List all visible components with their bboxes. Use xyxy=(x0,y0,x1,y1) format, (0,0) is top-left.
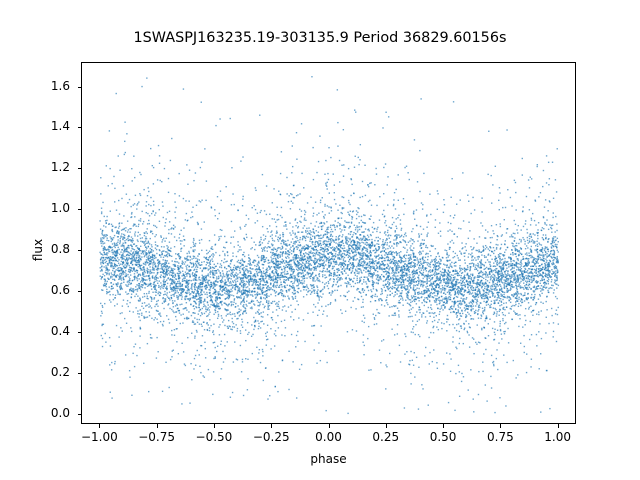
y-tick-mark xyxy=(77,413,81,415)
x-tick-mark xyxy=(557,424,559,428)
scatter-plot-canvas xyxy=(81,62,576,424)
y-tick-label: 1.4 xyxy=(50,119,70,134)
y-tick-label: 0.6 xyxy=(50,283,70,298)
x-tick-mark xyxy=(443,424,445,428)
x-tick-mark xyxy=(271,424,273,428)
y-tick-mark xyxy=(77,209,81,211)
x-tick-mark xyxy=(385,424,387,428)
x-tick-label: 0.50 xyxy=(429,430,457,444)
x-tick-label: 0.25 xyxy=(372,430,400,444)
x-tick-mark xyxy=(156,424,158,428)
y-tick-mark xyxy=(77,331,81,333)
y-tick-label: 0.2 xyxy=(50,364,70,379)
x-tick-label: −0.25 xyxy=(252,430,290,444)
x-tick-label: 1.00 xyxy=(544,430,572,444)
y-tick-label: 0.8 xyxy=(50,242,70,257)
y-axis-label: flux xyxy=(31,238,45,262)
x-tick-label: −0.50 xyxy=(195,430,233,444)
y-tick-mark xyxy=(77,291,81,293)
y-tick-mark xyxy=(77,372,81,374)
page-title: 1SWASPJ163235.19-303135.9 Period 36829.6… xyxy=(133,30,507,46)
y-tick-label: 0.4 xyxy=(50,323,70,338)
x-axis-label: phase xyxy=(310,452,347,466)
x-tick-mark xyxy=(328,424,330,428)
y-tick-mark xyxy=(77,168,81,170)
y-tick-mark xyxy=(77,250,81,252)
x-tick-mark xyxy=(500,424,502,428)
x-tick-label: −0.75 xyxy=(138,430,176,444)
y-tick-label: 1.6 xyxy=(50,78,70,93)
y-tick-label: 0.0 xyxy=(50,405,70,420)
x-tick-label: −1.00 xyxy=(80,430,118,444)
y-tick-mark xyxy=(77,127,81,129)
x-tick-mark xyxy=(99,424,101,428)
y-tick-mark xyxy=(77,86,81,88)
x-tick-label: 0.00 xyxy=(315,430,342,444)
y-tick-label: 1.0 xyxy=(50,201,70,216)
x-tick-mark xyxy=(213,424,215,428)
y-tick-label: 1.2 xyxy=(50,160,70,175)
x-tick-label: 0.75 xyxy=(487,430,514,444)
